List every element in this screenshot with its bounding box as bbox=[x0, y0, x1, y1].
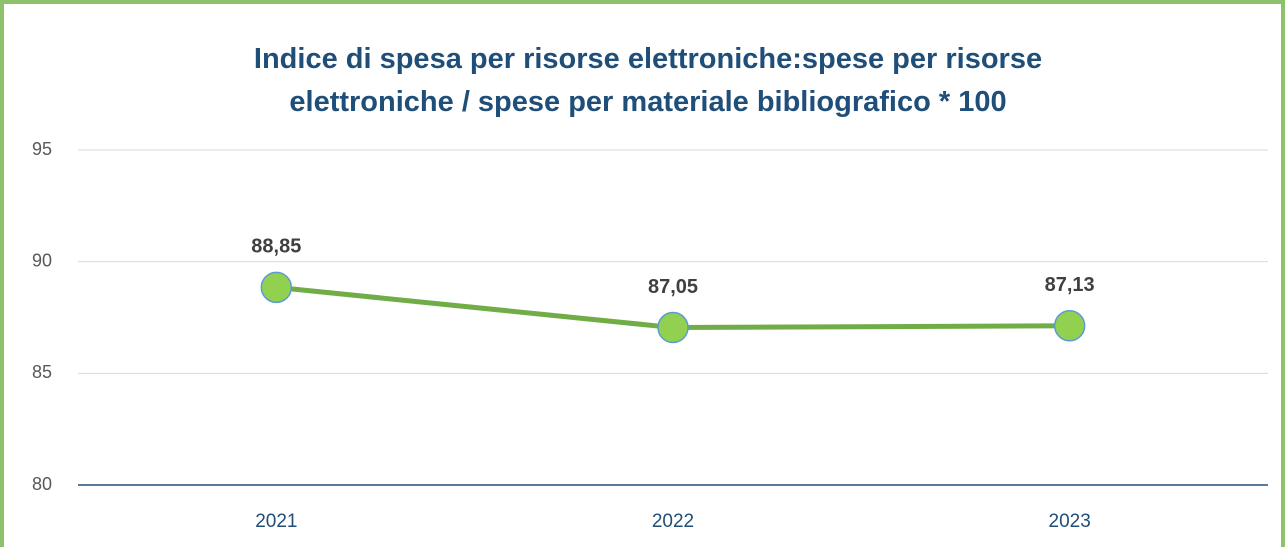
x-tick-label: 2022 bbox=[652, 511, 694, 532]
data-label: 88,85 bbox=[251, 236, 301, 258]
marker bbox=[657, 311, 689, 344]
x-tick-label: 2023 bbox=[1049, 511, 1091, 532]
data-label: 87,05 bbox=[648, 276, 698, 298]
marker bbox=[260, 271, 293, 304]
y-tick-label: 90 bbox=[32, 250, 52, 270]
marker bbox=[1053, 310, 1086, 342]
y-tick-label: 95 bbox=[32, 139, 52, 159]
x-tick-label: 2021 bbox=[255, 511, 297, 532]
y-tick-label: 85 bbox=[32, 362, 52, 382]
chart-title: Indice di spesa per risorse elettroniche… bbox=[253, 43, 1043, 118]
data-label: 87,13 bbox=[1045, 274, 1095, 296]
y-tick-label: 80 bbox=[32, 474, 52, 494]
